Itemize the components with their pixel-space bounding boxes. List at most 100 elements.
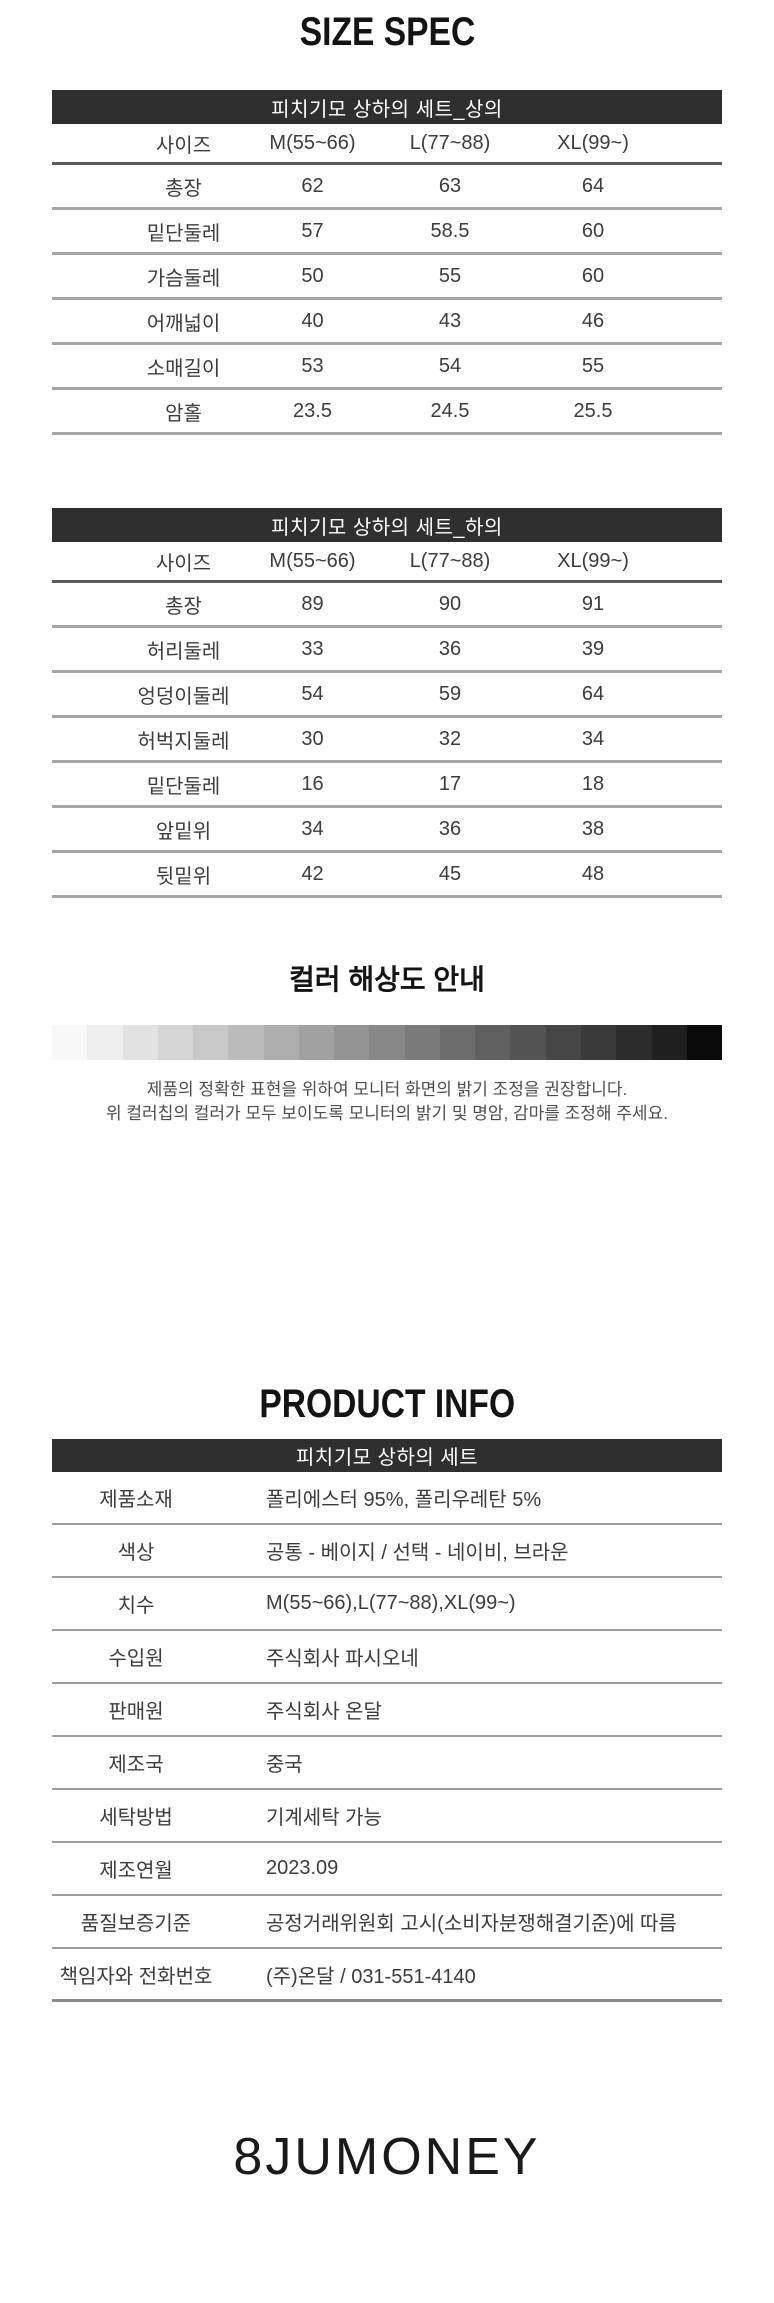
- measurement-label: 엉덩이둘레: [137, 685, 230, 708]
- table-row: 암홀 23.5 24.5 25.5: [52, 390, 722, 435]
- size-table-column-row: 사이즈 M(55~66) L(77~88) XL(99~): [52, 124, 722, 165]
- measurement-value-m: 57: [301, 219, 324, 242]
- measurement-value-l: 54: [438, 354, 462, 377]
- measurement-label: 앞밑위: [155, 820, 212, 843]
- measurement-value-m: 16: [301, 772, 324, 795]
- product-info-table: 피치기모 상하의 세트 제품소재 폴리에스터 95%, 폴리우레탄 5% 색상 …: [52, 1439, 722, 2002]
- measurement-value-xl: 60: [581, 264, 605, 287]
- product-info-value: M(55~66),L(77~88),XL(99~): [266, 1592, 516, 1614]
- measurement-value-m: 23.5: [293, 399, 332, 422]
- size-table-body: 총장 62 63 64 밑단둘레 57 58.5 60 가슴둘레 50 55 6…: [52, 165, 722, 435]
- size-spec-title-text: SIZE SPEC: [299, 10, 475, 54]
- color-swatch: [510, 1025, 546, 1060]
- measurement-value-xl: 48: [581, 862, 605, 885]
- color-swatch: [580, 1025, 617, 1060]
- product-info-label: 제조국: [108, 1754, 164, 1776]
- product-table-body: 제품소재 폴리에스터 95%, 폴리우레탄 5% 색상 공통 - 베이지 / 선…: [52, 1472, 722, 2002]
- size-column-m: M(55~66): [269, 549, 356, 572]
- product-info-label: 치수: [117, 1595, 155, 1617]
- color-guide-section: 컬러 해상도 안내 제품의 정확한 표현을 위하여 모니터 화면의 밝기 조정을…: [0, 898, 774, 1126]
- measurement-value-l: 59: [438, 682, 462, 705]
- color-swatch: [686, 1025, 723, 1060]
- table-row: 총장 89 90 91: [52, 583, 722, 628]
- measurement-value-xl: 55: [581, 354, 605, 377]
- table-row: 치수 M(55~66),L(77~88),XL(99~): [52, 1578, 722, 1631]
- color-swatch: [52, 1025, 88, 1060]
- table-row: 판매원 주식회사 온달: [52, 1684, 722, 1737]
- color-swatch: [545, 1025, 581, 1060]
- color-swatch: [651, 1025, 687, 1060]
- measurement-value-xl: 34: [581, 727, 605, 750]
- table-row: 색상 공통 - 베이지 / 선택 - 네이비, 브라운: [52, 1525, 722, 1578]
- measurement-value-xl: 38: [581, 817, 605, 840]
- table-row: 책임자와 전화번호 (주)온달 / 031-551-4140: [52, 1949, 722, 2002]
- product-info-value: 주식회사 파시오네: [266, 1648, 419, 1670]
- measurement-value-xl: 39: [581, 637, 605, 660]
- product-info-label: 책임자와 전화번호: [59, 1965, 213, 1988]
- product-info-value: 공통 - 베이지 / 선택 - 네이비, 브라운: [266, 1542, 569, 1564]
- table-row: 수입원 주식회사 파시오네: [52, 1631, 722, 1684]
- color-swatch: [334, 1025, 370, 1060]
- size-column-label: 사이즈: [155, 552, 212, 575]
- color-swatch: [369, 1025, 405, 1060]
- measurement-label: 소매길이: [146, 357, 221, 380]
- measurement-value-m: 30: [301, 727, 324, 750]
- table-row: 총장 62 63 64: [52, 165, 722, 210]
- measurement-value-xl: 25.5: [573, 399, 613, 422]
- color-swatch: [616, 1025, 652, 1060]
- table-row: 밑단둘레 57 58.5 60: [52, 210, 722, 255]
- table-row: 제품소재 폴리에스터 95%, 폴리우레탄 5%: [52, 1472, 722, 1525]
- measurement-value-l: 55: [438, 264, 462, 287]
- measurement-value-l: 58.5: [430, 219, 470, 242]
- measurement-value-xl: 91: [581, 592, 605, 615]
- table-row: 품질보증기준 공정거래위원회 고시(소비자분쟁해결기준)에 따름: [52, 1896, 722, 1949]
- color-swatch: [87, 1025, 123, 1060]
- color-guide-title: 컬러 해상도 안내: [289, 964, 485, 995]
- color-swatch: [157, 1025, 194, 1060]
- size-table-header: 피치기모 상하의 세트_하의: [52, 508, 722, 542]
- measurement-label: 가슴둘레: [146, 267, 221, 290]
- table-row: 허벅지둘레 30 32 34: [52, 718, 722, 763]
- product-info-value: 기계세탁 가능: [266, 1807, 382, 1829]
- table-row: 뒷밑위 42 45 48: [52, 853, 722, 898]
- measurement-value-m: 62: [301, 174, 324, 197]
- product-info-label: 제품소재: [99, 1489, 173, 1511]
- size-table-header: 피치기모 상하의 세트_상의: [52, 90, 722, 124]
- measurement-value-l: 36: [438, 637, 462, 660]
- table-row: 세탁방법 기계세탁 가능: [52, 1790, 722, 1843]
- brand-logo: 8JUMONEY: [233, 2128, 541, 2186]
- table-row: 제조국 중국: [52, 1737, 722, 1790]
- measurement-label: 총장: [165, 595, 202, 618]
- size-table: 피치기모 상하의 세트_상의 사이즈 M(55~66) L(77~88) XL(…: [52, 90, 722, 435]
- measurement-value-l: 17: [438, 772, 462, 795]
- product-table-header: 피치기모 상하의 세트: [52, 1439, 722, 1472]
- measurement-value-l: 90: [438, 592, 462, 615]
- color-swatch: [298, 1025, 335, 1060]
- measurement-label: 밑단둘레: [146, 775, 221, 798]
- product-info-value: 2023.09: [266, 1857, 339, 1879]
- measurement-value-l: 43: [438, 309, 462, 332]
- size-spec-section: 피치기모 상하의 세트_상의 사이즈 M(55~66) L(77~88) XL(…: [52, 90, 722, 898]
- table-row: 앞밑위 34 36 38: [52, 808, 722, 853]
- measurement-value-l: 24.5: [430, 399, 470, 422]
- measurement-value-m: 42: [301, 862, 324, 885]
- measurement-value-m: 89: [301, 592, 324, 615]
- size-column-l: L(77~88): [409, 131, 491, 154]
- table-row: 가슴둘레 50 55 60: [52, 255, 722, 300]
- size-column-xl: XL(99~): [557, 549, 629, 572]
- measurement-label: 뒷밑위: [155, 865, 212, 888]
- color-swatch: [193, 1025, 229, 1060]
- measurement-value-m: 33: [301, 637, 324, 660]
- color-calibration-strip: [52, 1025, 723, 1060]
- measurement-value-l: 36: [438, 817, 462, 840]
- measurement-value-xl: 60: [581, 219, 605, 242]
- color-swatch: [228, 1025, 264, 1060]
- product-info-label: 품질보증기준: [80, 1913, 192, 1935]
- product-info-label: 색상: [117, 1542, 155, 1564]
- product-info-label: 세탁방법: [99, 1807, 173, 1829]
- table-row: 허리둘레 33 36 39: [52, 628, 722, 673]
- measurement-value-xl: 46: [581, 309, 605, 332]
- size-spec-title: SIZE SPEC: [0, 0, 774, 52]
- color-guide-line-2: 위 컬러칩의 컬러가 모두 보이도록 모니터의 밝기 및 명암, 감마를 조정해…: [106, 1104, 668, 1123]
- measurement-value-m: 54: [301, 682, 324, 705]
